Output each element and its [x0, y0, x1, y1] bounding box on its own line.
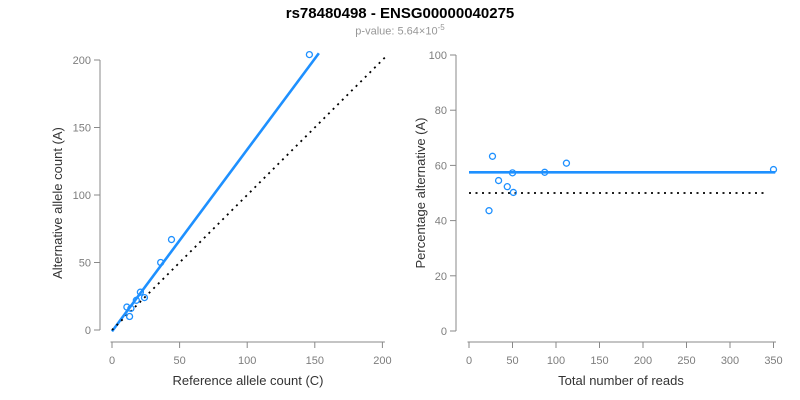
x-tick-label: 50	[173, 355, 185, 367]
y-axis-title: Alternative allele count (A)	[50, 127, 65, 279]
data-point	[541, 168, 549, 176]
data-point	[140, 293, 149, 302]
x-tick-label: 150	[306, 355, 324, 367]
x-tick-label: 100	[547, 355, 565, 367]
x-axis-title: Reference allele count (C)	[172, 373, 323, 388]
x-tick-label: 0	[466, 355, 472, 367]
fit-line	[110, 52, 320, 333]
data-point	[503, 183, 511, 191]
x-tick-label: 150	[590, 355, 608, 367]
data-point	[136, 288, 145, 296]
data-point	[488, 152, 497, 160]
x-axis-title: Total number of reads	[558, 373, 684, 388]
x-tick-label: 300	[721, 355, 739, 367]
x-tick-label: 250	[677, 355, 695, 367]
data-point	[132, 296, 140, 304]
x-tick-label: 200	[373, 355, 391, 367]
y-tick-label: 50	[79, 258, 91, 270]
y-tick-label: 150	[73, 123, 91, 135]
y-tick-label: 60	[435, 160, 447, 172]
x-tick-label: 100	[238, 355, 256, 367]
data-point	[305, 50, 314, 59]
data-point	[769, 165, 778, 174]
chart-title: rs78480498 - ENSG00000040275	[285, 5, 515, 22]
data-point	[157, 258, 165, 267]
y-tick-label: 0	[441, 326, 447, 338]
y-tick-label: 40	[435, 216, 447, 228]
x-tick-label: 350	[764, 355, 782, 367]
y-tick-label: 200	[73, 55, 91, 67]
y-tick-label: 0	[85, 325, 91, 337]
x-tick-label: 0	[109, 355, 115, 367]
data-point	[562, 159, 571, 167]
x-tick-label: 50	[506, 355, 518, 367]
y-tick-label: 20	[435, 271, 447, 283]
data-point	[494, 176, 503, 185]
data-point	[125, 312, 134, 321]
pvalue-exponent: -5	[437, 23, 445, 32]
y-tick-label: 80	[435, 105, 447, 117]
data-point	[508, 169, 517, 177]
data-point	[485, 207, 493, 215]
pvalue-text: p-value: 5.64×10	[355, 25, 438, 38]
data-point	[123, 303, 131, 311]
data-point	[167, 235, 176, 244]
x-tick-label: 200	[634, 355, 652, 367]
data-point	[127, 304, 135, 313]
y-axis-title: Percentage alternative (A)	[413, 117, 428, 268]
identity-line	[111, 55, 388, 331]
data-point	[509, 188, 518, 197]
y-tick-label: 100	[73, 190, 91, 202]
y-tick-label: 100	[429, 50, 447, 62]
pvalue-subtitle: p-value: 5.64×10-5	[0, 23, 800, 38]
